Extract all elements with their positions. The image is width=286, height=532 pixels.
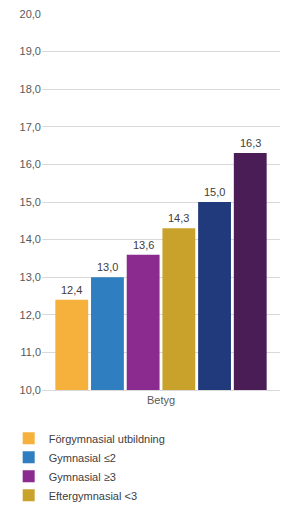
svg-text:13,0: 13,0 [97, 261, 118, 273]
svg-text:Förgymnasial utbildning: Förgymnasial utbildning [49, 433, 165, 445]
svg-text:Gymnasial ≤2: Gymnasial ≤2 [49, 452, 116, 464]
svg-text:10,0: 10,0 [20, 384, 41, 396]
svg-text:12,4: 12,4 [61, 284, 82, 296]
svg-text:15,0: 15,0 [20, 196, 41, 208]
svg-text:12,0: 12,0 [20, 309, 41, 321]
svg-text:Eftergymnasial <3: Eftergymnasial <3 [49, 490, 137, 502]
svg-text:18,0: 18,0 [20, 83, 41, 95]
svg-text:19,0: 19,0 [20, 45, 41, 57]
svg-text:14,3: 14,3 [168, 212, 189, 224]
svg-text:13,0: 13,0 [20, 271, 41, 283]
svg-text:Gymnasial ≥3: Gymnasial ≥3 [49, 471, 116, 483]
svg-text:13,6: 13,6 [133, 239, 154, 251]
svg-text:20,0: 20,0 [20, 8, 41, 20]
svg-text:16,3: 16,3 [240, 137, 261, 149]
svg-text:17,0: 17,0 [20, 121, 41, 133]
svg-text:11,0: 11,0 [20, 346, 41, 358]
svg-text:Betyg: Betyg [147, 394, 175, 406]
svg-text:15,0: 15,0 [204, 186, 225, 198]
svg-text:16,0: 16,0 [20, 158, 41, 170]
svg-text:14,0: 14,0 [20, 233, 41, 245]
